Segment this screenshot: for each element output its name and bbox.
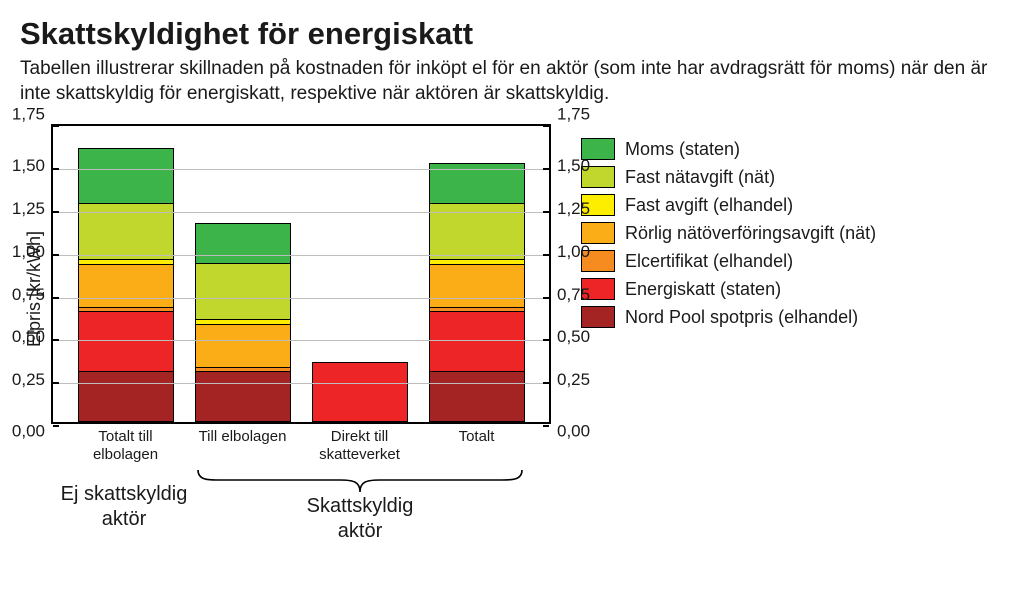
gridline [53, 212, 549, 213]
legend-label: Rörlig nätöverföringsavgift (nät) [625, 223, 876, 244]
legend-swatch [581, 306, 615, 328]
group-labels: Ej skattskyldigaktörSkattskyldigaktör [51, 468, 551, 563]
bar [312, 362, 408, 422]
tick-mark [543, 211, 549, 213]
tick-mark [543, 254, 549, 256]
tick-mark [543, 168, 549, 170]
group-label: Skattskyldigaktör [240, 494, 480, 544]
category-labels: Totalt tillelbolagen Till elbolagen Direkt… [53, 422, 549, 464]
legend-item: Elcertifikat (elhandel) [581, 250, 876, 272]
legend-label: Moms (staten) [625, 139, 740, 160]
gridline [53, 298, 549, 299]
bar-segment-fast_natavg [195, 263, 291, 320]
y-tick-label: 1,50 [557, 157, 590, 174]
bar-segment-rorlig_nat [78, 264, 174, 307]
tick-mark [53, 211, 59, 213]
bars-container [53, 126, 549, 422]
y-tick-label: 1,75 [557, 106, 590, 123]
y-axis-ticks-right: 1,751,501,251,000,750,500,250,00 [551, 124, 557, 424]
subtitle: Tabellen illustrerar skillnaden på kostn… [20, 56, 1000, 106]
y-tick-label: 0,25 [12, 371, 45, 388]
y-tick-label: 1,00 [12, 243, 45, 260]
bar [195, 223, 291, 422]
legend-label: Energiskatt (staten) [625, 279, 781, 300]
category-label: Totalt tillelbolagen [78, 428, 174, 464]
page-title: Skattskyldighet för energiskatt [20, 16, 1004, 52]
y-tick-label: 0,50 [12, 328, 45, 345]
y-tick-label: 1,75 [12, 106, 45, 123]
tick-mark [543, 125, 549, 127]
legend-item: Rörlig nätöverföringsavgift (nät) [581, 222, 876, 244]
y-tick-label: 0,75 [12, 286, 45, 303]
bar-segment-rorlig_nat [429, 264, 525, 307]
brace-icon [51, 468, 551, 496]
legend-item: Energiskatt (staten) [581, 278, 876, 300]
bar-segment-nordpool [195, 371, 291, 422]
category-label: Totalt [429, 428, 525, 464]
gridline [53, 340, 549, 341]
bar-segment-rorlig_nat [195, 324, 291, 367]
category-label: Direkt tillskatteverket [312, 428, 408, 464]
tick-mark [53, 425, 59, 427]
bar-segment-energiskatt [312, 362, 408, 422]
y-tick-label: 1,00 [557, 243, 590, 260]
legend-label: Fast avgift (elhandel) [625, 195, 793, 216]
legend-item: Fast nätavgift (nät) [581, 166, 876, 188]
tick-mark [53, 254, 59, 256]
bar-segment-moms [78, 148, 174, 203]
gridline [53, 383, 549, 384]
y-tick-label: 1,25 [12, 200, 45, 217]
tick-mark [543, 382, 549, 384]
legend: Moms (staten) Fast nätavgift (nät) Fast av… [581, 132, 876, 334]
gridline [53, 169, 549, 170]
tick-mark [543, 297, 549, 299]
tick-mark [543, 425, 549, 427]
y-tick-label: 0,00 [557, 423, 590, 440]
category-label: Till elbolagen [195, 428, 291, 464]
y-tick-label: 0,25 [557, 371, 590, 388]
tick-mark [53, 168, 59, 170]
tick-mark [53, 125, 59, 127]
y-tick-label: 1,25 [557, 200, 590, 217]
gridline [53, 255, 549, 256]
y-tick-label: 1,50 [12, 157, 45, 174]
legend-label: Nord Pool spotpris (elhandel) [625, 307, 858, 328]
tick-mark [543, 339, 549, 341]
y-tick-label: 0,00 [12, 423, 45, 440]
bar-segment-nordpool [429, 371, 525, 422]
plot-area: Totalt tillelbolagenTill elbolagenDirekt… [51, 124, 551, 424]
chart: Elpris [kr/kWh] 1,751,501,251,000,750,50… [20, 124, 1004, 563]
y-tick-label: 0,50 [557, 328, 590, 345]
bar-segment-moms [195, 223, 291, 262]
legend-item: Moms (staten) [581, 138, 876, 160]
legend-item: Fast avgift (elhandel) [581, 194, 876, 216]
tick-mark [53, 382, 59, 384]
legend-label: Fast nätavgift (nät) [625, 167, 775, 188]
tick-mark [53, 339, 59, 341]
bar-segment-nordpool [78, 371, 174, 422]
legend-item: Nord Pool spotpris (elhandel) [581, 306, 876, 328]
bar [78, 148, 174, 422]
y-tick-label: 0,75 [557, 286, 590, 303]
tick-mark [53, 297, 59, 299]
legend-label: Elcertifikat (elhandel) [625, 251, 793, 272]
